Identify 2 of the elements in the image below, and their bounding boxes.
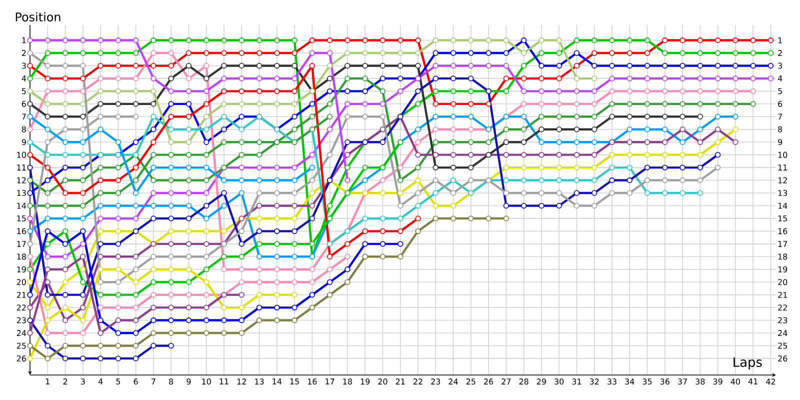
x-axis-title: Laps [734,357,762,370]
y-axis-title: Position [16,12,60,22]
